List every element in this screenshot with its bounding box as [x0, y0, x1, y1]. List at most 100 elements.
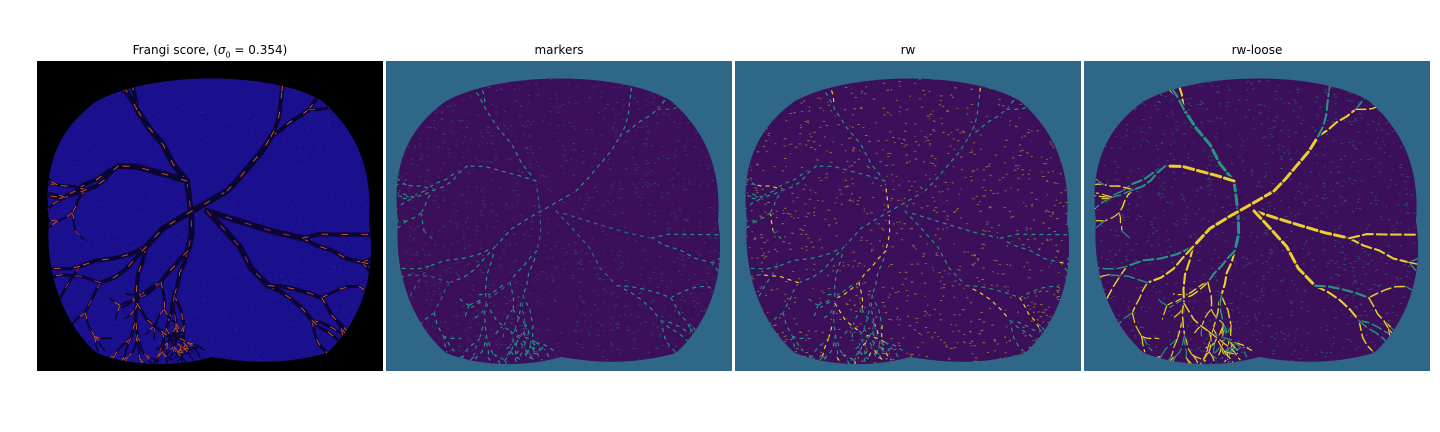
vessel-highlight — [1132, 164, 1167, 191]
vessel-highlight — [782, 282, 800, 314]
vessel-highlight — [769, 212, 774, 232]
tissue-region — [1094, 78, 1419, 365]
vessel — [184, 178, 195, 254]
vessel-highlight — [710, 261, 721, 278]
vessel-highlight — [173, 294, 185, 327]
vessel-highlight — [1212, 344, 1223, 358]
vessel-highlight — [413, 189, 437, 198]
vessel-highlight — [1272, 134, 1320, 193]
vessel-highlight — [396, 190, 425, 198]
vessel-highlight — [838, 281, 860, 295]
vessel-highlight — [555, 210, 652, 239]
vessel-highlight — [864, 325, 875, 344]
vessel-highlight — [161, 330, 165, 353]
vessel-highlight — [1094, 265, 1128, 272]
vessel-highlight — [880, 346, 896, 350]
vessel-highlight — [137, 334, 146, 355]
vessel-highlight — [859, 330, 863, 353]
vessel-highlight — [1009, 319, 1025, 353]
vessel-highlight — [93, 335, 99, 353]
vessel-highlight — [833, 246, 845, 304]
vessel-highlight — [525, 349, 541, 352]
vessel-highlight — [1175, 334, 1186, 357]
vessel-highlight — [1103, 212, 1120, 222]
vessel-highlight — [308, 101, 341, 110]
vessel-highlight — [1233, 341, 1253, 351]
vessel — [834, 280, 861, 300]
tissue-region — [396, 78, 721, 365]
vessel-highlight — [183, 342, 194, 353]
vessel-highlight — [514, 342, 518, 358]
vessel-highlight — [815, 78, 836, 111]
vessel-highlight — [472, 337, 481, 358]
vessel-highlight — [843, 190, 926, 248]
vessel-highlight — [1191, 353, 1207, 362]
vessel-highlight — [1094, 172, 1105, 186]
vessel-highlight — [510, 330, 514, 353]
vessel-highlight — [522, 250, 538, 296]
vessel — [265, 283, 315, 323]
vessel-highlight — [47, 220, 58, 222]
vessel-highlight — [176, 349, 192, 352]
vessel-highlight — [70, 312, 86, 326]
vessel — [976, 78, 983, 93]
vessel — [360, 250, 372, 264]
vessel-highlight — [101, 355, 115, 365]
vessel-highlight — [358, 286, 372, 298]
vessel-highlight — [1117, 312, 1133, 326]
vessel-highlight — [138, 357, 147, 365]
vessel — [998, 232, 1070, 241]
vessel-highlight — [174, 322, 177, 336]
vessel-highlight — [163, 308, 177, 324]
vessel-highlight — [47, 172, 58, 186]
vessel-highlight — [160, 250, 189, 283]
vessel-highlight — [821, 337, 830, 358]
vessel-highlight — [791, 335, 811, 340]
vessel-highlight — [1140, 335, 1160, 340]
vessel-highlight — [64, 189, 87, 198]
vessel-highlight — [807, 297, 819, 306]
vessel-highlight — [466, 78, 487, 111]
vessel-highlight — [433, 282, 451, 314]
vessel-highlight — [145, 190, 228, 248]
vessel-highlight — [619, 108, 659, 137]
vessel-highlight — [1161, 304, 1168, 320]
vessel-highlight — [834, 108, 886, 182]
vessel-highlight — [777, 246, 845, 267]
vessel-highlight — [745, 190, 774, 209]
vessel-highlight — [858, 250, 887, 283]
vessel-highlight — [512, 308, 526, 324]
vessel — [1058, 260, 1070, 290]
vessel-highlight — [467, 355, 479, 365]
vessel-highlight — [1097, 196, 1113, 200]
vessel-highlight — [1019, 297, 1041, 330]
vessel-highlight — [466, 165, 537, 182]
vessel — [300, 236, 365, 265]
vessel-highlight — [863, 344, 874, 358]
vessel-highlight — [1201, 308, 1212, 327]
vessel-highlight — [175, 322, 181, 337]
vessel-highlight — [206, 210, 303, 239]
vessel-highlight — [1325, 78, 1331, 92]
vessel-highlight — [321, 286, 360, 299]
vessel-highlight — [486, 334, 495, 356]
vessel-highlight — [1220, 322, 1224, 336]
vessel-highlight — [521, 294, 526, 327]
image-markers — [386, 61, 732, 371]
vessel-highlight — [485, 302, 512, 332]
vessel-highlight — [47, 220, 58, 229]
vessel-highlight — [1232, 179, 1241, 253]
vessel-highlight — [1219, 294, 1224, 327]
tissue-region — [47, 78, 372, 365]
vessel-highlight — [881, 342, 892, 353]
vessel-highlight — [850, 351, 861, 365]
vessel-highlight — [1125, 245, 1195, 268]
vessel-highlight — [399, 196, 415, 200]
vessel — [77, 244, 149, 269]
vessel-highlight — [341, 328, 348, 350]
speckle-texture — [745, 78, 1070, 365]
vessel-highlight — [483, 302, 488, 336]
panel-title-rw: rw — [900, 43, 916, 57]
vessel-highlight — [311, 320, 327, 353]
vessel-highlight — [1368, 296, 1390, 330]
